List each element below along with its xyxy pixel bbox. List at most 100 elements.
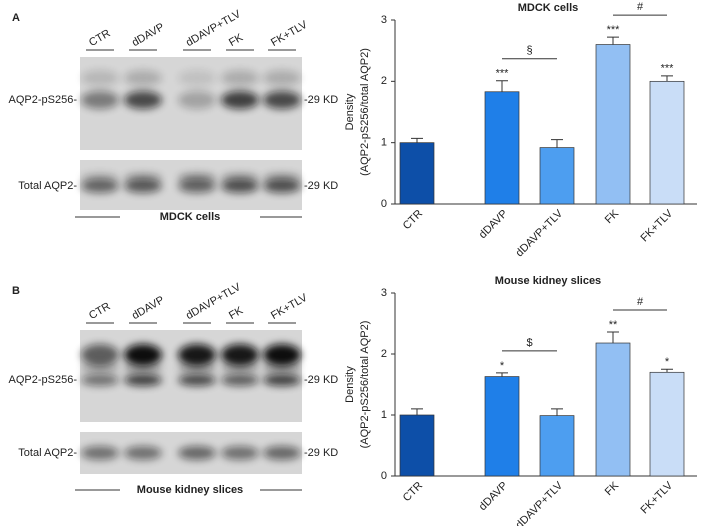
bar	[484, 91, 520, 205]
band	[178, 70, 216, 86]
row-label: Total AQP2-	[18, 447, 77, 459]
bar	[399, 142, 435, 205]
mw-marker: -29 KD	[304, 180, 338, 192]
band	[263, 91, 301, 109]
band	[221, 446, 259, 460]
band	[81, 70, 119, 86]
bracket-label: $	[526, 337, 532, 349]
y-tick-label: 1	[381, 137, 387, 149]
band	[221, 344, 259, 366]
band	[178, 364, 216, 372]
mw-marker: -29 KD	[304, 374, 338, 386]
mw-marker: -29 KD	[304, 94, 338, 106]
error-bar	[551, 139, 563, 148]
lane-label: FK+TLV	[269, 291, 310, 322]
band	[124, 173, 162, 183]
band	[178, 446, 216, 460]
x-tick-label: dDAVP	[477, 208, 510, 241]
band	[81, 374, 119, 386]
bracket-label: #	[637, 296, 644, 308]
caption-bg	[120, 483, 260, 497]
chart-title: Mouse kidney slices	[495, 275, 601, 287]
chart-title: MDCK cells	[518, 2, 579, 14]
band	[124, 364, 162, 372]
panel-label: B	[12, 285, 20, 297]
error-bar	[607, 331, 619, 344]
band	[263, 374, 301, 386]
band	[81, 173, 119, 183]
lane-label: dDAVP	[130, 21, 167, 49]
bar	[649, 80, 685, 205]
bar	[539, 415, 575, 477]
lane-label: CTR	[87, 27, 113, 49]
lane-label: FK	[227, 31, 246, 49]
y-tick-label: 1	[381, 409, 387, 421]
band	[81, 446, 119, 460]
band	[263, 179, 301, 193]
panel-label: A	[12, 12, 20, 24]
band	[81, 344, 119, 366]
significance: ***	[607, 24, 621, 36]
error-bar	[607, 36, 619, 45]
x-tick-label: FK+TLV	[639, 479, 676, 516]
row-label: AQP2-pS256-	[9, 374, 78, 386]
error-bar	[496, 372, 508, 377]
significance: *	[665, 356, 670, 368]
band	[178, 91, 216, 109]
band	[124, 374, 162, 386]
bar	[595, 44, 631, 205]
lane-label: CTR	[87, 300, 113, 322]
caption: Mouse kidney slices	[137, 484, 243, 496]
x-tick-label: FK	[603, 207, 622, 226]
error-bar	[411, 137, 423, 143]
bar	[539, 147, 575, 205]
y-axis-label: Density	[344, 366, 356, 403]
band	[263, 446, 301, 460]
band	[81, 91, 119, 109]
x-tick-label: FK+TLV	[639, 207, 676, 244]
band	[81, 364, 119, 372]
error-bar	[661, 368, 673, 373]
band	[263, 70, 301, 86]
lane-label: dDAVP	[130, 294, 167, 322]
x-tick-label: CTR	[401, 208, 426, 233]
band	[81, 179, 119, 193]
y-axis-label: Density	[344, 93, 356, 130]
mw-marker: -29 KD	[304, 447, 338, 459]
band	[124, 91, 162, 109]
band	[221, 70, 259, 86]
lane-label: FK	[227, 304, 246, 322]
y-tick-label: 0	[381, 470, 387, 482]
band	[124, 446, 162, 460]
band	[221, 91, 259, 109]
band	[221, 179, 259, 193]
band	[178, 173, 216, 183]
row-label: AQP2-pS256-	[9, 94, 78, 106]
band	[263, 364, 301, 372]
significance: *	[500, 360, 505, 372]
caption: MDCK cells	[160, 211, 221, 223]
significance: ***	[496, 68, 510, 80]
band	[124, 70, 162, 86]
x-tick-label: dDAVP+TLV	[514, 207, 566, 259]
bracket-label: #	[637, 1, 644, 13]
y-axis-label: (AQP2-pS256/total AQP2)	[359, 321, 371, 449]
y-tick-label: 2	[381, 348, 387, 360]
caption-bg	[120, 210, 260, 224]
x-tick-label: dDAVP	[477, 480, 510, 513]
error-bar	[551, 408, 563, 416]
significance: ***	[661, 63, 675, 75]
y-axis-label: (AQP2-pS256/total AQP2)	[359, 48, 371, 176]
error-bar	[496, 80, 508, 92]
row-label: Total AQP2-	[18, 180, 77, 192]
bar	[649, 371, 685, 477]
band	[124, 344, 162, 366]
band	[263, 344, 301, 366]
y-tick-label: 3	[381, 14, 387, 26]
band	[124, 179, 162, 193]
bar	[595, 342, 631, 477]
bracket-label: §	[526, 45, 532, 57]
bar	[484, 376, 520, 477]
band	[221, 173, 259, 183]
